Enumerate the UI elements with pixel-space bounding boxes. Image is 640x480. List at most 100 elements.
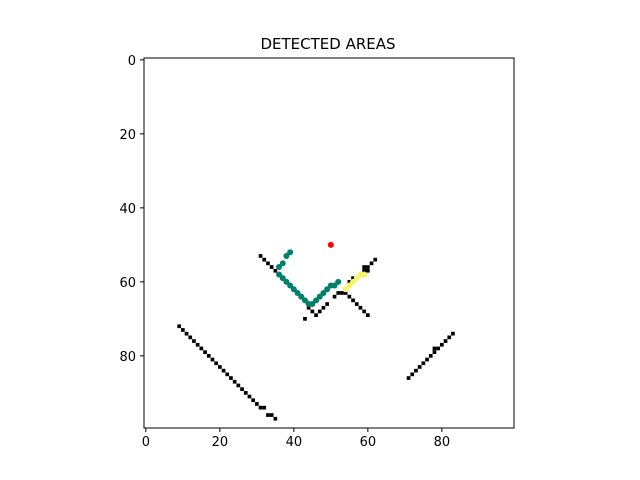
series-0-point-27 xyxy=(258,254,263,258)
series-0-point-19 xyxy=(247,394,252,399)
series-0-point-30 xyxy=(269,265,274,269)
series-1-point-4 xyxy=(276,271,283,278)
series-0-point-45 xyxy=(325,302,329,306)
series-0-point-14 xyxy=(229,376,233,380)
series-0-point-49 xyxy=(347,294,352,299)
series-0-point-12 xyxy=(221,368,226,373)
series-0-point-2 xyxy=(184,331,189,336)
y-tick-label-3: 60 xyxy=(119,276,136,291)
series-1-point-9 xyxy=(294,289,301,296)
series-0-point-66 xyxy=(336,291,341,295)
series-0-point-17 xyxy=(240,387,244,391)
series-1-point-10 xyxy=(298,293,305,300)
x-tick-label-3: 60 xyxy=(360,435,377,450)
series-0-point-24 xyxy=(266,413,270,417)
y-tick-label-0: 0 xyxy=(128,54,136,69)
series-0-point-60 xyxy=(362,265,366,269)
series-0-point-50 xyxy=(351,298,355,303)
series-0-point-59 xyxy=(362,268,366,273)
series-0-point-10 xyxy=(214,361,218,366)
series-0-point-20 xyxy=(251,398,255,403)
series-0-point-71 xyxy=(421,361,426,366)
series-1-point-1 xyxy=(283,252,290,259)
series-0-point-62 xyxy=(366,268,370,273)
series-1-point-15 xyxy=(316,293,323,300)
series-0-point-3 xyxy=(188,335,193,340)
series-1-point-13 xyxy=(309,301,316,308)
x-axis: 0 20 40 60 80 xyxy=(142,428,450,450)
series-1-point-5 xyxy=(279,275,286,282)
y-tick-label-4: 80 xyxy=(119,350,136,365)
x-tick-label-4: 80 xyxy=(434,435,451,450)
series-0-point-18 xyxy=(243,391,248,395)
series-0-point-23 xyxy=(262,405,267,410)
x-tick-label-0: 0 xyxy=(142,435,150,450)
series-0-point-67 xyxy=(406,376,411,380)
x-tick-label-1: 20 xyxy=(212,435,229,450)
series-0-point-29 xyxy=(266,261,270,266)
series-0-point-55 xyxy=(347,280,352,284)
series-0-point-7 xyxy=(203,350,207,354)
series-0-point-54 xyxy=(366,313,370,317)
series-0-point-9 xyxy=(210,357,215,362)
series-0-point-16 xyxy=(236,383,241,388)
series-0-point-78 xyxy=(443,339,448,343)
series-0-point-56 xyxy=(351,276,355,280)
series-0-point-4 xyxy=(192,339,196,343)
series-2-point-0 xyxy=(342,286,349,293)
series-0-point-6 xyxy=(199,346,204,351)
series-0-point-70 xyxy=(417,365,422,369)
series-2-point-5 xyxy=(361,271,368,278)
series-1-point-7 xyxy=(287,282,294,289)
series-3-point-0 xyxy=(327,241,334,248)
series-0-point-64 xyxy=(373,257,378,262)
series-1-point-6 xyxy=(283,278,290,285)
series-1-point-14 xyxy=(313,297,320,304)
series-0-point-75 xyxy=(432,346,437,351)
series-0-point-53 xyxy=(362,309,366,314)
series-0-point-31 xyxy=(273,268,278,273)
series-0-point-47 xyxy=(340,291,344,295)
series-0-point-61 xyxy=(366,265,370,269)
series-0-point-5 xyxy=(195,342,200,347)
series-0-point-13 xyxy=(225,372,230,377)
series-0-point-79 xyxy=(447,335,452,340)
series-1-point-2 xyxy=(279,260,286,267)
series-1-point-17 xyxy=(324,286,331,293)
series-0-point-21 xyxy=(255,402,259,406)
series-0-point-74 xyxy=(432,350,437,354)
y-tick-label-2: 40 xyxy=(119,202,136,217)
x-tick-label-2: 40 xyxy=(286,435,303,450)
series-0-point-40 xyxy=(306,305,311,310)
series-0-point-41 xyxy=(310,309,315,314)
series-0-point-8 xyxy=(206,354,211,358)
series-2-point-2 xyxy=(350,278,357,285)
series-0-point-22 xyxy=(258,405,263,410)
series-0-point-51 xyxy=(354,302,359,306)
series-2-point-1 xyxy=(346,282,353,289)
data-marks xyxy=(177,241,455,421)
series-1-point-11 xyxy=(301,297,308,304)
series-0-point-1 xyxy=(181,328,185,332)
series-0-point-52 xyxy=(358,305,363,310)
series-1-point-19 xyxy=(331,282,338,289)
series-0-point-44 xyxy=(321,305,326,310)
plot-frame xyxy=(143,57,515,429)
series-0-point-63 xyxy=(369,261,374,266)
series-0-point-42 xyxy=(314,313,318,317)
series-1-point-0 xyxy=(287,249,294,256)
series-1-point-16 xyxy=(320,289,327,296)
chart-title: DETECTED AREAS xyxy=(260,35,395,53)
series-0-point-46 xyxy=(303,317,307,321)
series-0-point-65 xyxy=(332,294,337,299)
series-0-point-15 xyxy=(232,379,237,384)
series-0-point-80 xyxy=(451,331,455,336)
series-0-point-28 xyxy=(262,257,267,262)
series-1-point-20 xyxy=(335,278,342,285)
series-1-point-3 xyxy=(276,264,283,271)
series-0-point-68 xyxy=(410,372,415,377)
series-0-point-25 xyxy=(269,413,274,417)
series-0-point-76 xyxy=(436,346,440,351)
y-tick-label-1: 20 xyxy=(119,128,136,143)
series-2-point-3 xyxy=(353,275,360,282)
